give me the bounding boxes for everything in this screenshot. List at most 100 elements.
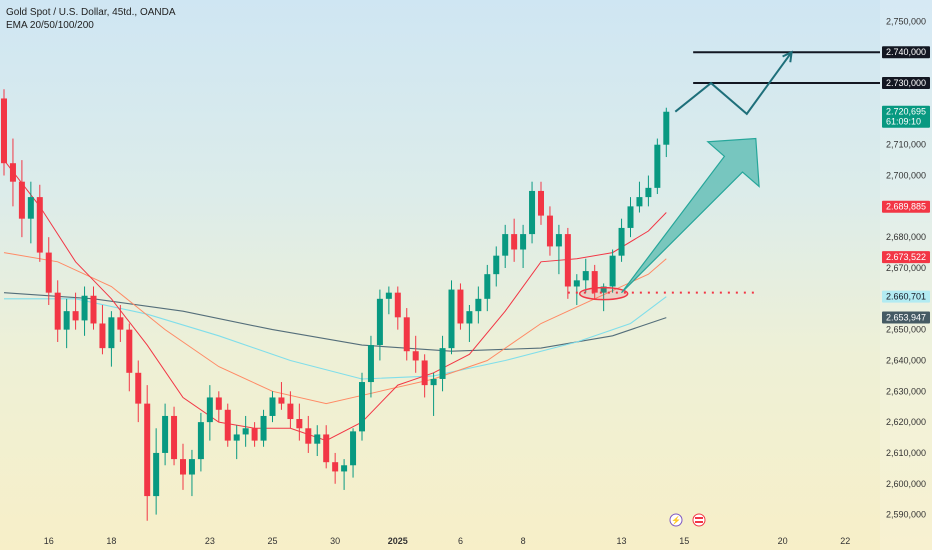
candle-body xyxy=(81,295,88,321)
candle-body xyxy=(350,431,357,466)
candle-body xyxy=(278,397,285,404)
price-label-box xyxy=(882,46,930,59)
y-tick-label: 2,620,000 xyxy=(886,417,926,427)
us-flag-stripe xyxy=(695,521,703,523)
candle-body xyxy=(188,459,195,475)
y-tick-label: 2,610,000 xyxy=(886,448,926,458)
price-label-box xyxy=(882,311,930,324)
candle-body xyxy=(224,409,231,441)
y-tick-label: 2,680,000 xyxy=(886,232,926,242)
candle-body xyxy=(421,360,428,386)
candle-body xyxy=(394,292,401,318)
candle-body xyxy=(600,286,607,293)
candle-body xyxy=(63,311,70,330)
candle-body xyxy=(609,255,616,287)
ema50-line xyxy=(3,252,667,405)
x-tick-label: 15 xyxy=(679,536,689,546)
candle-body xyxy=(520,234,527,250)
candle-body xyxy=(341,465,348,472)
indicator-label[interactable]: EMA 20/50/100/200 xyxy=(6,20,94,31)
candle-body xyxy=(502,234,509,256)
y-tick-label: 2,750,000 xyxy=(886,16,926,26)
price-label-countdown: 61:09:10 xyxy=(886,117,921,127)
candle-body xyxy=(162,415,169,453)
candle-body xyxy=(484,274,491,299)
x-tick-label: 20 xyxy=(778,536,788,546)
candle-body xyxy=(153,452,160,497)
candle-body xyxy=(385,292,392,299)
price-axis-bg xyxy=(880,0,932,550)
support-ellipse xyxy=(578,286,629,301)
candle-body xyxy=(457,289,464,324)
candle-body xyxy=(403,317,410,352)
symbol-title[interactable]: Gold Spot / U.S. Dollar, 45td., OANDA xyxy=(6,7,176,18)
y-tick-label: 2,670,000 xyxy=(886,263,926,273)
us-flag-stripe xyxy=(695,517,703,519)
price-label-box xyxy=(882,77,930,90)
candle-body xyxy=(197,422,204,460)
y-tick-label: 2,630,000 xyxy=(886,386,926,396)
candle-body xyxy=(251,428,258,441)
candle-body xyxy=(18,181,25,219)
price-label-box xyxy=(882,105,930,128)
x-tick-label: 6 xyxy=(458,536,463,546)
candle-body xyxy=(108,317,115,349)
candle-body xyxy=(72,311,79,321)
x-tick-label: 16 xyxy=(44,536,54,546)
candle-body xyxy=(493,255,500,275)
ema200-line xyxy=(3,292,667,352)
candle-body xyxy=(663,111,670,145)
candle-body xyxy=(573,280,580,287)
candle-body xyxy=(54,292,61,330)
x-tick-label: 23 xyxy=(205,536,215,546)
candle-body xyxy=(260,415,267,441)
price-label-box xyxy=(882,290,930,303)
candle-body xyxy=(376,298,383,346)
candle-body xyxy=(555,234,562,247)
price-label-text: 2.660,701 xyxy=(886,292,926,302)
candle-body xyxy=(287,403,294,420)
candle-body xyxy=(591,271,598,293)
y-tick-label: 2,650,000 xyxy=(886,325,926,335)
candle-body xyxy=(627,206,634,228)
candle-body xyxy=(206,397,213,423)
candle-body xyxy=(296,419,303,429)
x-tick-label: 8 xyxy=(521,536,526,546)
price-label-box xyxy=(882,200,930,213)
candle-body xyxy=(99,323,106,349)
x-tick-label: 2025 xyxy=(388,536,408,546)
y-tick-label: 2,700,000 xyxy=(886,171,926,181)
candle-body xyxy=(117,317,124,330)
candle-body xyxy=(305,428,312,444)
candle-body xyxy=(332,462,339,472)
candle-body xyxy=(466,311,473,324)
y-tick-label: 2,710,000 xyxy=(886,140,926,150)
candle-body xyxy=(144,403,151,497)
candle-body xyxy=(645,187,652,198)
up-arrow-shape xyxy=(621,137,760,294)
x-tick-label: 30 xyxy=(330,536,340,546)
candle-body xyxy=(654,144,661,188)
y-tick-label: 2,640,000 xyxy=(886,355,926,365)
price-label-text: 2.730,000 xyxy=(886,78,926,88)
candle-body xyxy=(9,163,16,182)
candle-body xyxy=(135,372,142,404)
candle-body xyxy=(529,190,536,235)
candle-body xyxy=(1,98,7,164)
y-tick-label: 2,590,000 xyxy=(886,510,926,520)
candle-body xyxy=(538,190,544,216)
price-label-text: 2.653,947 xyxy=(886,312,926,322)
x-tick-label: 25 xyxy=(267,536,277,546)
candle-body xyxy=(448,289,455,349)
candle-body xyxy=(582,271,589,281)
price-label-text: 2.740,000 xyxy=(886,47,926,57)
lightning-icon xyxy=(669,513,683,527)
x-tick-label: 22 xyxy=(840,536,850,546)
candle-body xyxy=(36,197,43,253)
candle-body xyxy=(27,197,34,219)
candle-body xyxy=(90,295,97,324)
price-label-box xyxy=(882,251,930,264)
candle-body xyxy=(430,378,437,386)
